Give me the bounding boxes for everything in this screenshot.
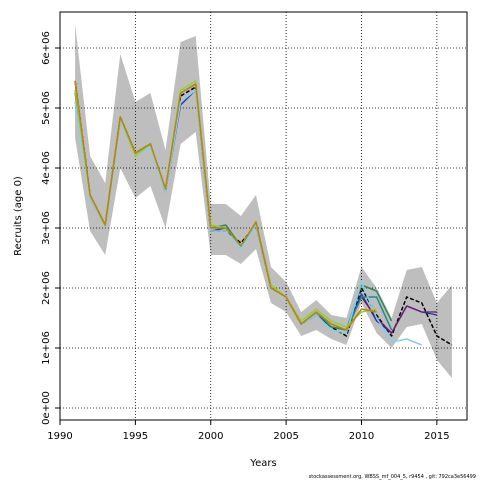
y-tick-label: 1e+06 — [41, 331, 52, 365]
x-tick-label: 2005 — [273, 431, 298, 442]
x-tick-label: 1990 — [47, 431, 72, 442]
series-line-8 — [74, 80, 377, 331]
plot-frame — [59, 11, 468, 421]
series-line-3 — [360, 296, 437, 334]
y-tick-label: 2e+06 — [41, 271, 52, 305]
y-axis-label: Recruits (age 0) — [13, 176, 24, 256]
x-tick-label: 1995 — [123, 431, 148, 442]
footer-credit: stockassessment.org, WBSS_mf_004_5, r945… — [309, 474, 476, 480]
y-tick-label: 4e+06 — [41, 151, 52, 185]
x-tick-label: 2015 — [424, 431, 449, 442]
grid — [59, 12, 467, 420]
confidence-band — [75, 24, 452, 378]
series-line-5 — [345, 296, 393, 331]
y-tick-label: 3e+06 — [41, 211, 52, 245]
x-tick-label: 2010 — [349, 431, 374, 442]
x-tick-label: 2000 — [198, 431, 223, 442]
axis-ticks: 1990 1995 2000 2005 2010 2015 0e+00 1e+06 2e+06 3… — [41, 31, 450, 442]
x-axis-label: Years — [249, 458, 276, 469]
series-lines — [74, 80, 453, 346]
y-tick-label: 0e+00 — [41, 391, 52, 425]
y-tick-label: 5e+06 — [41, 91, 52, 125]
y-tick-label: 6e+06 — [41, 31, 52, 65]
confidence-band-area — [75, 24, 452, 378]
